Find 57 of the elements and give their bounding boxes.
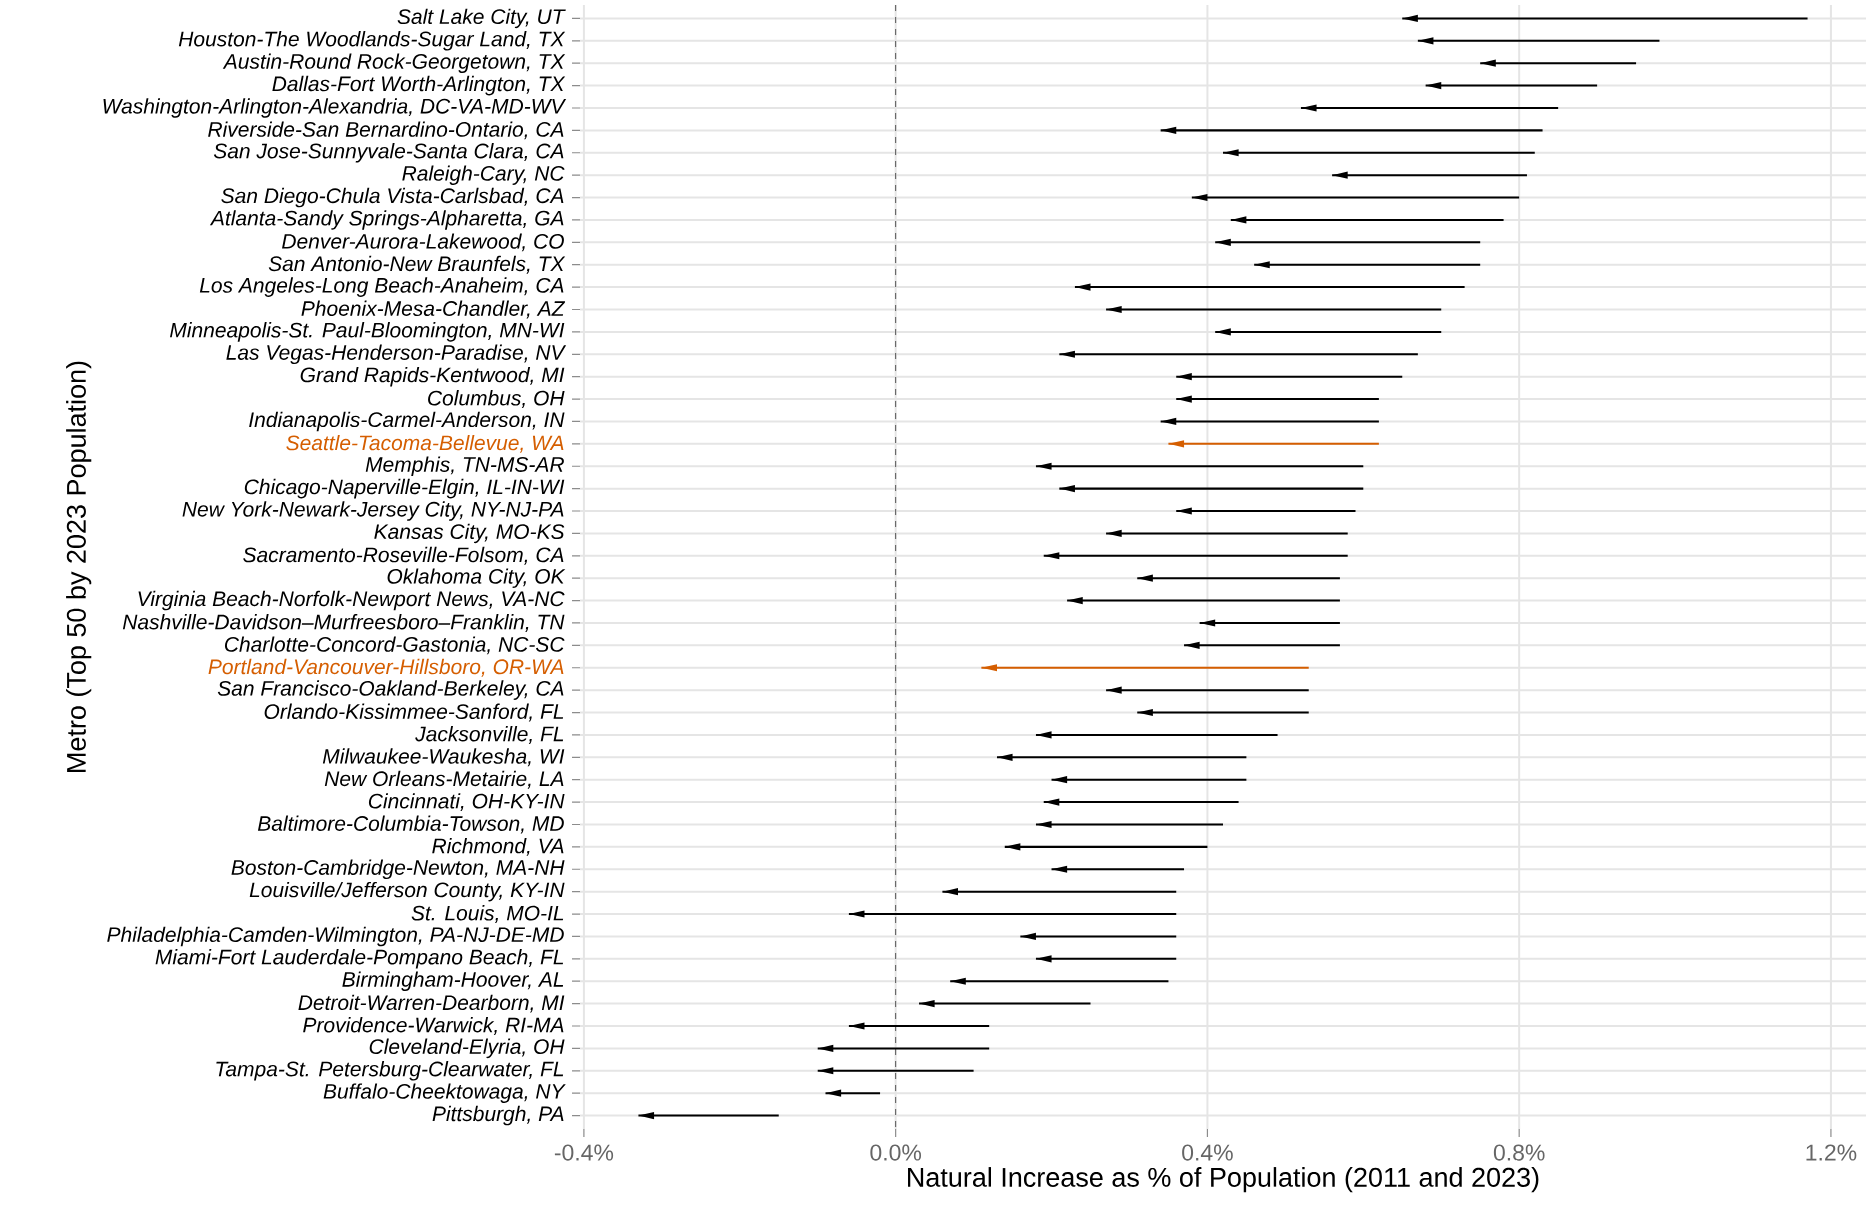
y-tick-label: Orlando-Kissimmee-Sanford, FL <box>264 703 564 722</box>
y-tick-label: Salt Lake City, UT <box>397 8 566 29</box>
x-tick-label: -0.4% <box>554 1144 614 1161</box>
y-axis-title: Metro (Top 50 by 2023 Population) <box>66 361 92 772</box>
y-tick-label: San Jose-Sunnyvale-Santa Clara, CA <box>213 142 564 163</box>
x-tick-label: 0.0% <box>870 1144 922 1161</box>
y-tick-label: Chicago-Naperville-Elgin, IL-IN-WI <box>244 478 565 499</box>
y-tick-label: Milwaukee-Waukesha, WI <box>322 748 565 767</box>
y-tick-label: San Antonio-New Braunfels, TX <box>268 255 566 274</box>
y-tick-label: Jacksonville, FL <box>415 725 564 744</box>
y-tick-label: Denver-Aurora-Lakewood, CO <box>282 233 564 252</box>
y-tick-label: Riverside-San Bernardino-Ontario, CA <box>208 121 564 140</box>
y-tick-label: St. Louis, MO-IL <box>411 905 564 924</box>
y-tick-label: Austin-Round Rock-Georgetown, TX <box>222 53 566 73</box>
y-tick-label: Phoenix-Mesa-Chandler, AZ <box>301 300 566 319</box>
y-tick-label: Raleigh-Cary, NC <box>402 165 565 185</box>
y-tick-label: Pittsburgh, PA <box>432 1105 564 1126</box>
y-tick-label: Dallas-Fort Worth-Arlington, TX <box>272 75 566 96</box>
y-tick-label: Miami-Fort Lauderdale-Pompano Beach, FL <box>155 949 564 969</box>
y-tick-label: Sacramento-Roseville-Folsom, CA <box>243 546 564 565</box>
y-tick-label: New York-Newark-Jersey City, NY-NJ-PA <box>182 501 564 521</box>
y-tick-label: Houston-The Woodlands-Sugar Land, TX <box>178 31 566 51</box>
y-tick-label: Oklahoma City, OK <box>387 568 566 588</box>
y-tick-label: Washington-Arlington-Alexandria, DC-VA-MD-WV <box>103 98 567 118</box>
y-tick-label: Los Angeles-Long Beach-Anaheim, CA <box>199 277 564 297</box>
y-tick-label: Richmond, VA <box>432 837 564 856</box>
y-tick-label: Kansas City, MO-KS <box>374 523 565 544</box>
y-tick-label: Seattle-Tacoma-Bellevue, WA <box>286 434 564 453</box>
y-tick-label: Grand Rapids-Kentwood, MI <box>300 366 565 387</box>
x-tick-label: 0.8% <box>1493 1144 1545 1161</box>
y-tick-label: Detroit-Warren-Dearborn, MI <box>298 994 565 1013</box>
y-tick-label: Cincinnati, OH-KY-IN <box>368 793 565 812</box>
x-tick-label: 1.2% <box>1806 1144 1857 1161</box>
x-tick-label: 0.4% <box>1182 1144 1233 1161</box>
y-tick-label: Baltimore-Columbia-Towson, MD <box>257 815 564 834</box>
y-tick-label: San Diego-Chula Vista-Carlsbad, CA <box>221 187 564 208</box>
y-tick-label: San Francisco-Oakland-Berkeley, CA <box>217 680 564 700</box>
y-tick-label: Las Vegas-Henderson-Paradise, NV <box>226 344 567 365</box>
y-tick-label: Memphis, TN-MS-AR <box>365 456 564 477</box>
y-tick-label: Louisville/Jefferson County, KY-IN <box>249 881 565 902</box>
y-tick-label: Charlotte-Concord-Gastonia, NC-SC <box>224 636 565 655</box>
y-tick-label: Minneapolis-St. Paul-Bloomington, MN-WI <box>170 322 565 342</box>
y-tick-label: Boston-Cambridge-Newton, MA-NH <box>231 859 565 880</box>
y-tick-label: Buffalo-Cheektowaga, NY <box>323 1083 566 1103</box>
y-tick-label: Columbus, OH <box>428 390 565 409</box>
x-axis-title: Natural Increase as % of Population (2011 and 2023) <box>908 1167 1539 1193</box>
y-tick-label: New Orleans-Metairie, LA <box>324 770 564 789</box>
y-tick-label: Cleveland-Elyria, OH <box>369 1038 565 1059</box>
y-tick-label: Birmingham-Hoover, AL <box>342 971 564 992</box>
y-tick-label: Portland-Vancouver-Hillsboro, OR-WA <box>208 658 564 677</box>
y-tick-label: Tampa-St. Petersburg-Clearwater, FL <box>216 1061 564 1081</box>
y-tick-label: Providence-Warwick, RI-MA <box>303 1017 564 1035</box>
y-tick-label: Nashville-Davidson–Murfreesboro–Franklin, TN <box>122 614 565 632</box>
y-tick-label: Atlanta-Sandy Springs-Alpharetta, GA <box>209 210 564 230</box>
y-tick-label: Indianapolis-Carmel-Anderson, IN <box>249 411 565 432</box>
y-tick-label: Philadelphia-Camden-Wilmington, PA-NJ-DE-MD <box>107 926 564 947</box>
y-tick-label: Virginia Beach-Norfolk-Newport News, VA-NC <box>138 590 565 611</box>
